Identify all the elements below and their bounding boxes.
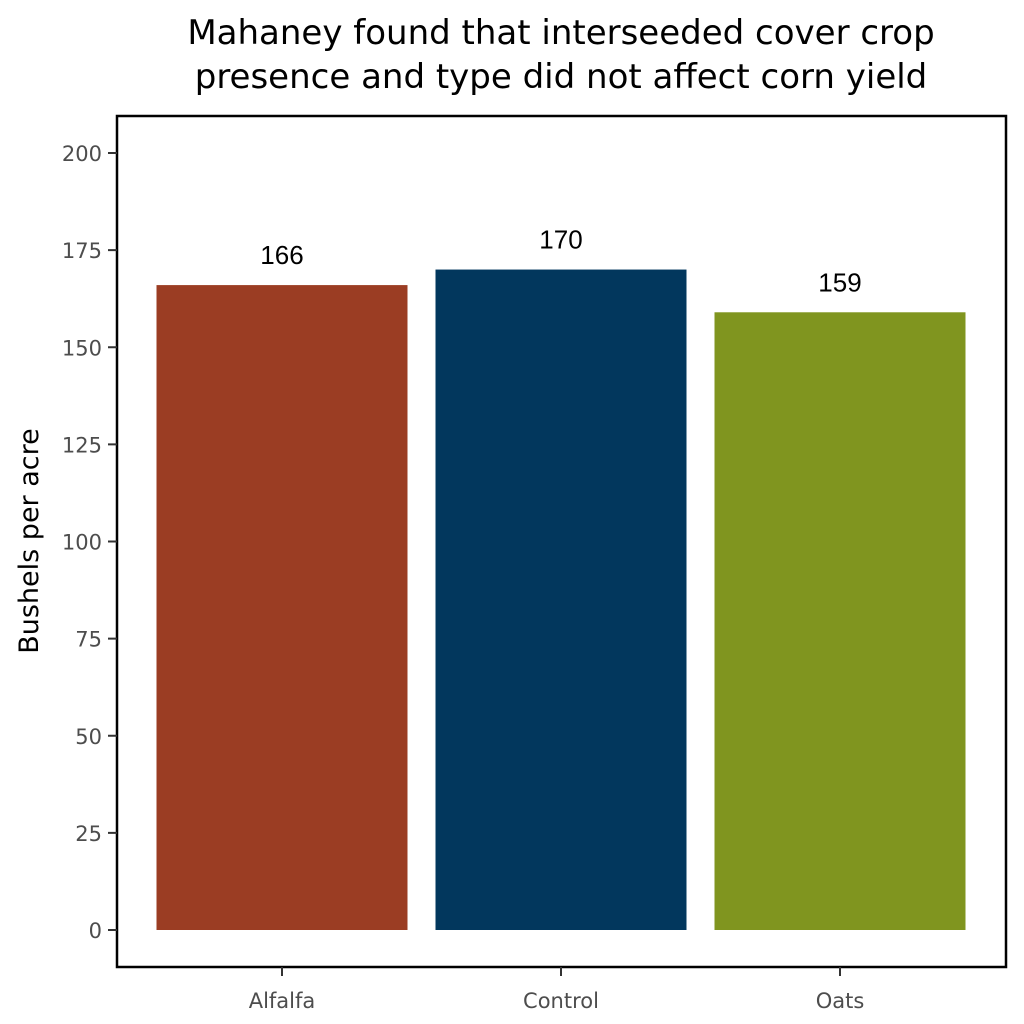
x-tick-label-control: Control xyxy=(523,989,599,1013)
y-tick-label-75: 75 xyxy=(75,628,102,652)
y-tick-label-125: 125 xyxy=(62,433,102,457)
y-axis-title: Bushels per acre xyxy=(14,428,45,654)
data-labels-group: 166 170 159 xyxy=(260,225,861,298)
bar-control xyxy=(435,269,687,930)
bar-alfalfa xyxy=(156,285,408,931)
y-tick-label-150: 150 xyxy=(62,336,102,360)
y-tick-label-50: 50 xyxy=(75,725,102,749)
y-tick-label-100: 100 xyxy=(62,531,102,555)
bars-group xyxy=(156,269,966,931)
y-tick-label-200: 200 xyxy=(62,142,102,166)
chart-title-line-1: Mahaney found that interseeded cover cro… xyxy=(187,13,934,53)
x-tick-label-alfalfa: Alfalfa xyxy=(249,989,316,1013)
y-tick-label-25: 25 xyxy=(75,822,102,846)
y-tick-label-0: 0 xyxy=(89,919,102,943)
y-tick-label-175: 175 xyxy=(62,239,102,263)
y-axis: 0 25 50 75 100 125 150 175 200 xyxy=(62,142,117,943)
data-label-oats: 159 xyxy=(818,267,861,297)
data-label-alfalfa: 166 xyxy=(260,240,303,270)
x-axis: Alfalfa Control Oats xyxy=(249,967,865,1013)
data-label-control: 170 xyxy=(539,225,582,255)
bar-oats xyxy=(714,312,966,930)
x-tick-label-oats: Oats xyxy=(816,989,865,1013)
chart-title-line-2: presence and type did not affect corn yi… xyxy=(195,57,928,97)
